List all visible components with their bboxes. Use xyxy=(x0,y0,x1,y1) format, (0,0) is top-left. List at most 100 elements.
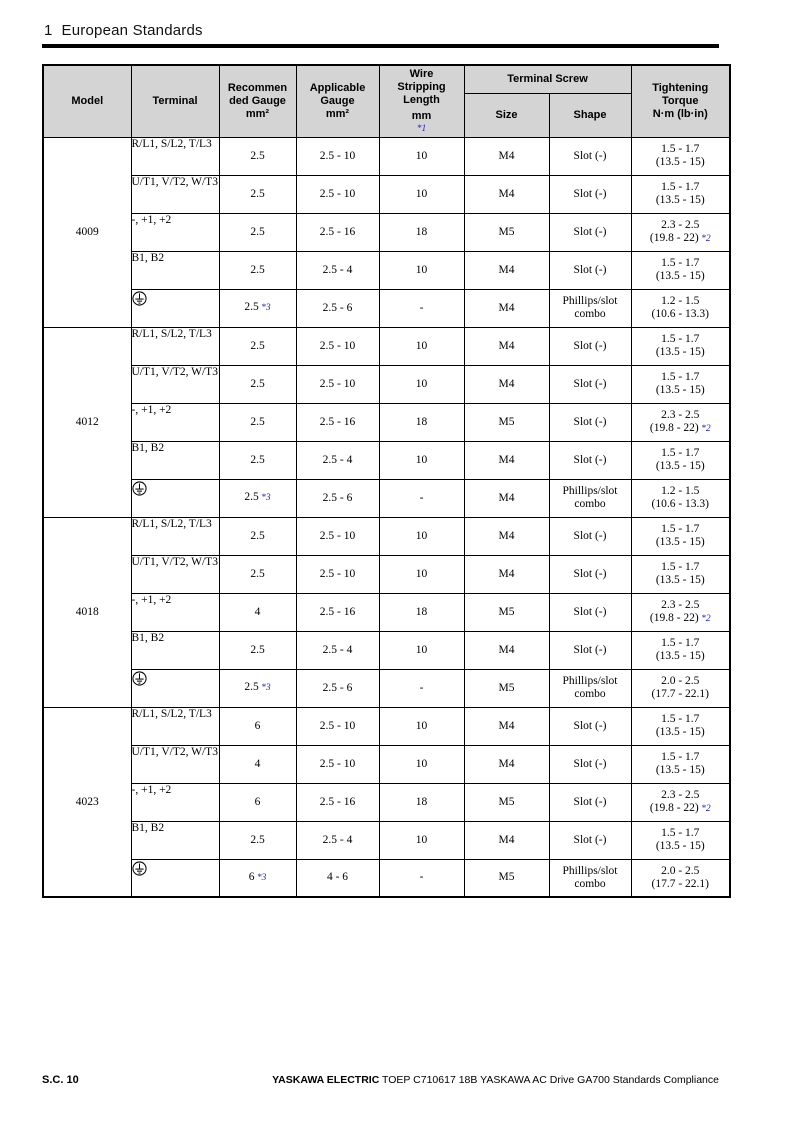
footer-brand: YASKAWA ELECTRIC xyxy=(272,1074,380,1086)
tightening-torque-cell: 2.3 - 2.5 (19.8 - 22) *2 xyxy=(630,402,731,442)
torque-value-lbin: (13.5 - 15) xyxy=(655,346,705,358)
screw-shape-cell: Slot (-) xyxy=(548,744,632,784)
terminal-cell: U/T1, V/T2, W/T3 xyxy=(130,554,220,594)
torque-value-lbin: (17.7 - 22.1) xyxy=(651,688,710,700)
col-header-recommended-gauge: Recommen ded Gauge mm² xyxy=(218,64,297,138)
applicable-gauge-cell: 2.5 - 6 xyxy=(295,288,380,328)
torque-value: 2.0 - 2.5 xyxy=(661,864,700,877)
applicable-gauge-cell: 2.5 - 10 xyxy=(295,136,380,176)
wire-stripping-length-cell: 18 xyxy=(378,782,465,822)
terminal-cell xyxy=(130,668,220,708)
wire-stripping-length-cell: 10 xyxy=(378,706,465,746)
torque-value: 2.0 - 2.5 xyxy=(661,675,700,687)
screw-shape-cell: Slot (-) xyxy=(548,630,632,670)
table-header: Model Terminal Recommen ded Gauge mm² Ap… xyxy=(42,64,731,138)
model-cell: 4012 xyxy=(42,326,132,518)
torque-value: 1.5 - 1.7 xyxy=(661,447,700,459)
table-row: 4018 R/L1, S/L2, T/L3 2.5 2.5 - 10 10 M4 Slot … xyxy=(42,516,731,708)
torque-value: 2.3 - 2.5 xyxy=(661,218,700,231)
tightening-torque-cell: 1.5 - 1.7 (13.5 - 15) xyxy=(630,820,731,860)
wire-stripping-length-cell: - xyxy=(378,478,465,518)
applicable-gauge-cell: 2.5 - 6 xyxy=(295,668,380,708)
screw-size-cell: M4 xyxy=(463,440,550,480)
section-title: European Standards xyxy=(61,22,203,39)
screw-shape-cell: Slot (-) xyxy=(548,782,632,822)
tightening-torque-cell: 1.5 - 1.7 (13.5 - 15) xyxy=(630,174,731,214)
footer-doc-info: TOEP C710617 18B YASKAWA AC Drive GA700 … xyxy=(382,1074,719,1086)
terminal-cell: -, +1, +2 xyxy=(130,212,220,252)
screw-size-cell: M4 xyxy=(463,326,550,366)
applicable-gauge-cell: 2.5 - 4 xyxy=(295,630,380,670)
applicable-gauge-cell: 2.5 - 10 xyxy=(295,744,380,784)
torque-value: 2.3 - 2.5 xyxy=(661,788,700,801)
recommended-gauge-cell: 2.5 xyxy=(218,516,297,556)
header-rule xyxy=(42,44,719,48)
col-header-terminal: Terminal xyxy=(130,64,220,138)
torque-value: 1.5 - 1.7 xyxy=(661,143,700,155)
recommended-gauge-cell: 2.5 xyxy=(218,250,297,290)
footer-page-label: S.C. 10 xyxy=(42,1074,79,1086)
tightening-torque-cell: 1.5 - 1.7 (13.5 - 15) xyxy=(630,326,731,366)
terminal-cell: -, +1, +2 xyxy=(130,782,220,822)
tightening-torque-cell: 1.2 - 1.5 (10.6 - 13.3) xyxy=(630,478,731,518)
torque-value-lbin: (13.5 - 15) xyxy=(655,726,705,738)
torque-value-lbin: (13.5 - 15) xyxy=(655,764,705,776)
wire-stripping-length-cell: 10 xyxy=(378,554,465,594)
wire-stripping-length-cell: 10 xyxy=(378,364,465,404)
recommended-gauge-cell: 4 xyxy=(218,744,297,784)
torque-value-lbin: (13.5 - 15) xyxy=(655,384,705,396)
recommended-gauge-cell: 2.5 xyxy=(218,630,297,670)
section-header: 1 European Standards xyxy=(44,22,203,39)
terminal-cell xyxy=(130,478,220,518)
screw-size-cell: M5 xyxy=(463,782,550,822)
page-footer: S.C. 10 YASKAWA ELECTRIC TOEP C710617 18… xyxy=(42,1074,719,1086)
screw-shape-cell: Slot (-) xyxy=(548,402,632,442)
protective-earth-icon xyxy=(131,860,147,876)
col-header-tightening-torque: Tightening Torque N·m (lb·in) xyxy=(630,64,731,138)
applicable-gauge-cell: 2.5 - 4 xyxy=(295,820,380,860)
applicable-gauge-cell: 2.5 - 16 xyxy=(295,592,380,632)
recommended-gauge-cell: 2.5 *3 xyxy=(218,668,297,708)
col-header-screw-size: Size xyxy=(463,92,550,138)
screw-shape-cell: Slot (-) xyxy=(548,250,632,290)
screw-shape-cell: Slot (-) xyxy=(548,440,632,480)
recommended-gauge-cell: 6 xyxy=(218,782,297,822)
table-row: -, +1, +2 6 2.5 - 16 18 M5 Slot (-) 2.3 - 2.5(… xyxy=(43,782,731,822)
screw-shape-cell: Slot (-) xyxy=(548,326,632,366)
screw-shape-cell: Slot (-) xyxy=(548,516,632,556)
torque-value-lbin: (13.5 - 15) xyxy=(655,650,705,662)
tightening-torque-cell: 2.0 - 2.5 (17.7 - 22.1) xyxy=(630,668,731,708)
tightening-torque-cell: 1.5 - 1.7 (13.5 - 15) xyxy=(630,516,731,556)
tightening-torque-cell: 1.5 - 1.7 (13.5 - 15) xyxy=(630,440,731,480)
torque-value: 1.2 - 1.5 xyxy=(661,485,700,497)
torque-value-lbin: (13.5 - 15) xyxy=(655,840,705,852)
footnote-marker: *3 xyxy=(258,493,271,503)
table-row: 2.5 *3 2.5 - 6- M5 Phillips/slot combo 2.0 -… xyxy=(43,668,731,708)
terminal-cell: B1, B2 xyxy=(130,250,220,290)
wire-stripping-length-cell: - xyxy=(378,858,465,898)
recommended-gauge-cell: 4 xyxy=(218,592,297,632)
table-row: U/T1, V/T2, W/T3 4 2.5 - 10 10 M4 Slot (-) 1.5… xyxy=(43,744,731,784)
recommended-gauge-cell: 2.5 xyxy=(218,326,297,366)
recommended-gauge-cell: 2.5 xyxy=(218,440,297,480)
torque-value-lbin: (13.5 - 15) xyxy=(655,536,705,548)
table-row: B1, B2 2.5 2.5 - 4 10 M4 Slot (-) 1.5 - 1.7 (13… xyxy=(43,630,731,670)
tightening-torque-cell: 2.3 - 2.5 (19.8 - 22) *2 xyxy=(630,212,731,252)
screw-size-cell: M4 xyxy=(463,288,550,328)
torque-value: 1.5 - 1.7 xyxy=(661,561,700,573)
protective-earth-icon xyxy=(131,480,147,496)
applicable-gauge-cell: 2.5 - 16 xyxy=(295,782,380,822)
terminal-cell: U/T1, V/T2, W/T3 xyxy=(130,744,220,784)
screw-size-cell: M5 xyxy=(463,668,550,708)
col-header-screw-shape: Shape xyxy=(548,92,632,138)
screw-shape-cell: Slot (-) xyxy=(548,136,632,176)
tightening-torque-cell: 1.5 - 1.7 (13.5 - 15) xyxy=(630,364,731,404)
screw-size-cell: M5 xyxy=(463,402,550,442)
recommended-gauge-cell: 2.5 *3 xyxy=(218,288,297,328)
torque-value-lbin: (19.8 - 22) *2 xyxy=(649,231,711,244)
wire-stripping-length-cell: 10 xyxy=(378,136,465,176)
screw-size-cell: M4 xyxy=(463,820,550,860)
tightening-torque-cell: 1.5 - 1.7 (13.5 - 15) xyxy=(630,630,731,670)
wire-stripping-length-cell: 18 xyxy=(378,212,465,252)
